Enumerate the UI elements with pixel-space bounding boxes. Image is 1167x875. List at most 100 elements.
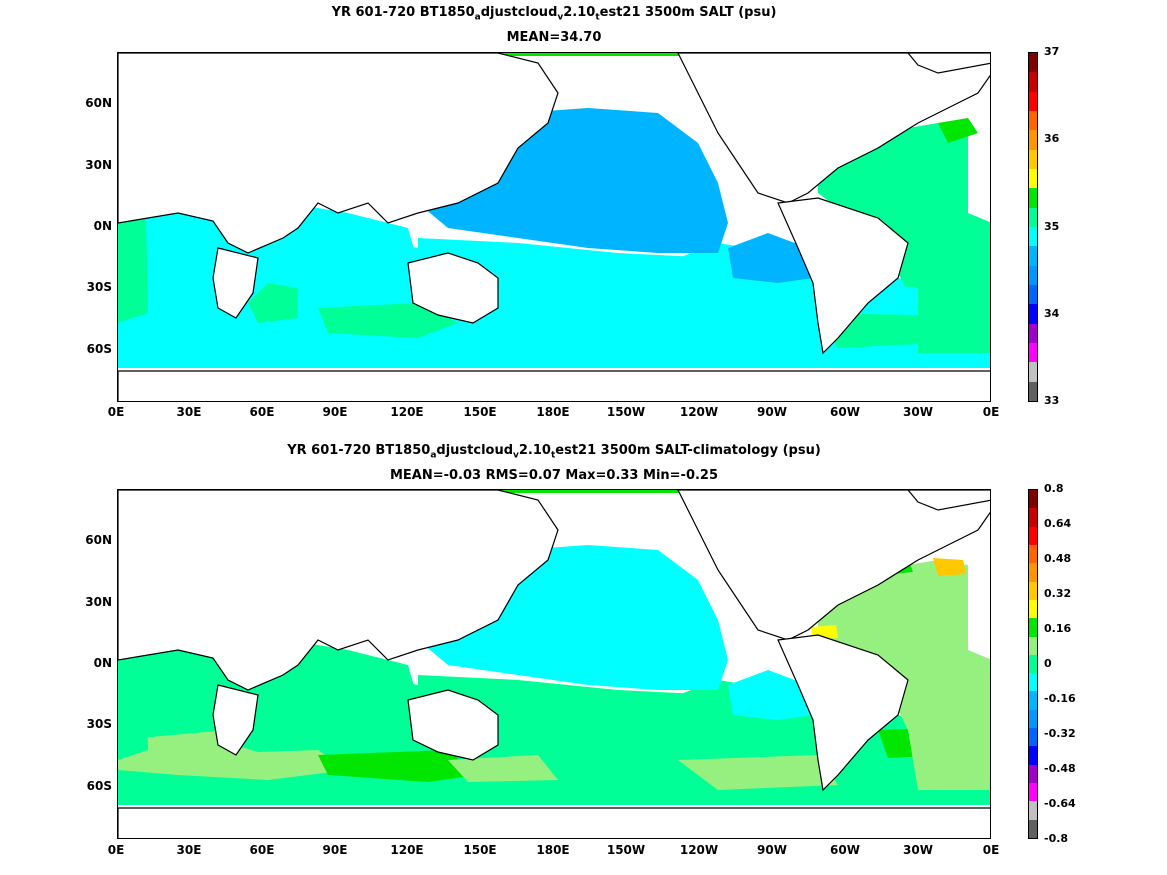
colorbar-swatch: [1029, 265, 1037, 285]
p1-lon-90w: 90W: [757, 405, 787, 419]
p2-lon-30w: 30W: [903, 843, 933, 857]
colorbar-swatch: [1029, 188, 1037, 208]
p1-cb-label-36: 36: [1044, 132, 1060, 145]
p1-lon-60w: 60W: [830, 405, 860, 419]
p1-cb-label-33: 33: [1044, 394, 1060, 407]
panel2-map: [117, 489, 991, 839]
colorbar-swatch: [1029, 709, 1037, 729]
colorbar-swatch: [1029, 490, 1037, 509]
p2-lon-150w: 150W: [606, 843, 646, 857]
p2-cb-label-5: 0: [1044, 657, 1052, 670]
colorbar-swatch: [1029, 110, 1037, 131]
p2-lat-30n: 30N: [85, 595, 112, 609]
p2-lat-0n: 0N: [93, 656, 112, 670]
colorbar-swatch: [1029, 362, 1037, 382]
p2-cb-label-2: 0.48: [1044, 552, 1072, 565]
colorbar-swatch: [1029, 381, 1037, 401]
p2-lon-90e: 90E: [322, 843, 348, 857]
p2-lon-90w: 90W: [757, 843, 787, 857]
colorbar-swatch: [1029, 783, 1037, 802]
p2-lon-0e-end: 0E: [982, 843, 1000, 857]
colorbar-swatch: [1029, 544, 1037, 564]
p2-lat-30s: 30S: [86, 717, 112, 731]
p1-lat-30s: 30S: [86, 280, 112, 294]
p1-lon-180e: 180E: [536, 405, 570, 419]
p2-cb-label-10: -0.8: [1044, 832, 1069, 845]
colorbar-swatch: [1029, 599, 1037, 619]
colorbar-swatch: [1029, 618, 1037, 637]
colorbar-swatch: [1029, 207, 1037, 227]
p2-lon-150e: 150E: [463, 843, 497, 857]
colorbar-swatch: [1029, 246, 1037, 266]
colorbar-swatch: [1029, 508, 1037, 527]
colorbar-swatch: [1029, 342, 1037, 363]
p2-cb-label-8: -0.48: [1044, 762, 1076, 775]
p2-lon-120w: 120W: [679, 843, 719, 857]
colorbar-swatch: [1029, 654, 1037, 674]
p2-cb-label-9: -0.64: [1044, 797, 1076, 810]
panel2-title-stats: MEAN=-0.03 RMS=0.07 Max=0.33 Min=-0.25: [389, 468, 719, 483]
p2-cb-label-4: 0.16: [1044, 622, 1072, 635]
colorbar-swatch: [1029, 746, 1037, 765]
colorbar-swatch: [1029, 304, 1037, 324]
p1-lon-120w: 120W: [679, 405, 719, 419]
colorbar-swatch: [1029, 691, 1037, 710]
panel1-title-line1: YR 601-720 BT1850adjustcloudv2.10test21 …: [331, 5, 777, 23]
colorbar-swatch: [1029, 526, 1037, 545]
panel2-colorbar: [1028, 489, 1038, 839]
colorbar-swatch: [1029, 819, 1037, 838]
p2-lat-60n: 60N: [85, 533, 112, 547]
p1-lon-150w: 150W: [606, 405, 646, 419]
colorbar-swatch: [1029, 581, 1037, 600]
colorbar-swatch: [1029, 72, 1037, 92]
colorbar-swatch: [1029, 563, 1037, 582]
p2-lat-60s: 60S: [86, 779, 112, 793]
colorbar-swatch: [1029, 53, 1037, 73]
colorbar-swatch: [1029, 149, 1037, 169]
p1-lat-0n: 0N: [93, 219, 112, 233]
panel1-land: [118, 53, 990, 401]
p1-lat-30n: 30N: [85, 158, 112, 172]
p2-cb-label-1: 0.64: [1044, 517, 1072, 530]
p2-cb-label-3: 0.32: [1044, 587, 1072, 600]
panel2-title-line1: YR 601-720 BT1850adjustcloudv2.10test21 …: [287, 443, 821, 461]
colorbar-swatch: [1029, 226, 1037, 247]
p1-lon-150e: 150E: [463, 405, 497, 419]
p2-cb-label-0: 0.8: [1044, 482, 1064, 495]
colorbar-swatch: [1029, 636, 1037, 655]
colorbar-swatch: [1029, 168, 1037, 189]
colorbar-swatch: [1029, 284, 1037, 305]
p1-cb-label-37: 37: [1044, 45, 1060, 58]
colorbar-swatch: [1029, 764, 1037, 783]
panel1-colorbar: [1028, 52, 1038, 402]
p2-lon-60e: 60E: [249, 843, 275, 857]
colorbar-swatch: [1029, 673, 1037, 692]
p1-lon-0e-end: 0E: [982, 405, 1000, 419]
panel2-field: [118, 490, 990, 805]
p1-lon-90e: 90E: [322, 405, 348, 419]
colorbar-swatch: [1029, 323, 1037, 343]
p2-lon-120e: 120E: [390, 843, 424, 857]
colorbar-swatch: [1029, 801, 1037, 820]
p1-cb-label-34: 34: [1044, 307, 1060, 320]
panel1-title-mean: MEAN=34.70: [506, 30, 602, 45]
p2-lon-180e: 180E: [536, 843, 570, 857]
p1-lat-60n: 60N: [85, 96, 112, 110]
p1-lon-30e: 30E: [176, 405, 202, 419]
p1-lon-0e: 0E: [107, 405, 125, 419]
p1-lon-30w: 30W: [903, 405, 933, 419]
panel2-land: [118, 490, 990, 838]
colorbar-swatch: [1029, 728, 1037, 747]
p2-lon-30e: 30E: [176, 843, 202, 857]
panel1-map: [117, 52, 991, 402]
p2-cb-label-6: -0.16: [1044, 692, 1076, 705]
p1-lon-120e: 120E: [390, 405, 424, 419]
p1-lon-60e: 60E: [249, 405, 275, 419]
p2-lon-60w: 60W: [830, 843, 860, 857]
p2-lon-0e: 0E: [107, 843, 125, 857]
colorbar-swatch: [1029, 91, 1037, 111]
p2-cb-label-7: -0.32: [1044, 727, 1076, 740]
p1-lat-60s: 60S: [86, 342, 112, 356]
colorbar-swatch: [1029, 130, 1037, 150]
p1-cb-label-35: 35: [1044, 220, 1060, 233]
